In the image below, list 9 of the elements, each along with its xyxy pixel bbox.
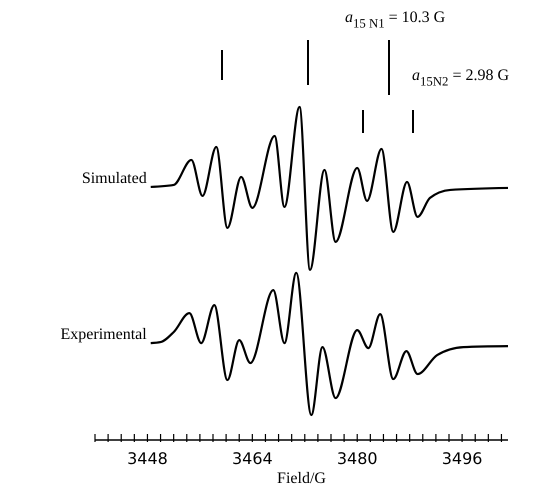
text: a$_{15 N1}$ = 10.3 G [345,9,446,31]
text: a$_{15N2}$ = 2.98 G [412,67,510,89]
series-label: Simulated [82,170,147,187]
x-tick-label: 3480 [336,449,378,468]
x-tick-label: 3496 [442,449,482,468]
x-tick-label: 3464 [232,449,273,468]
x-axis-title: Field/G [277,470,326,487]
x-tick-label: 3448 [127,449,168,468]
series-label: Experimental [60,326,148,344]
